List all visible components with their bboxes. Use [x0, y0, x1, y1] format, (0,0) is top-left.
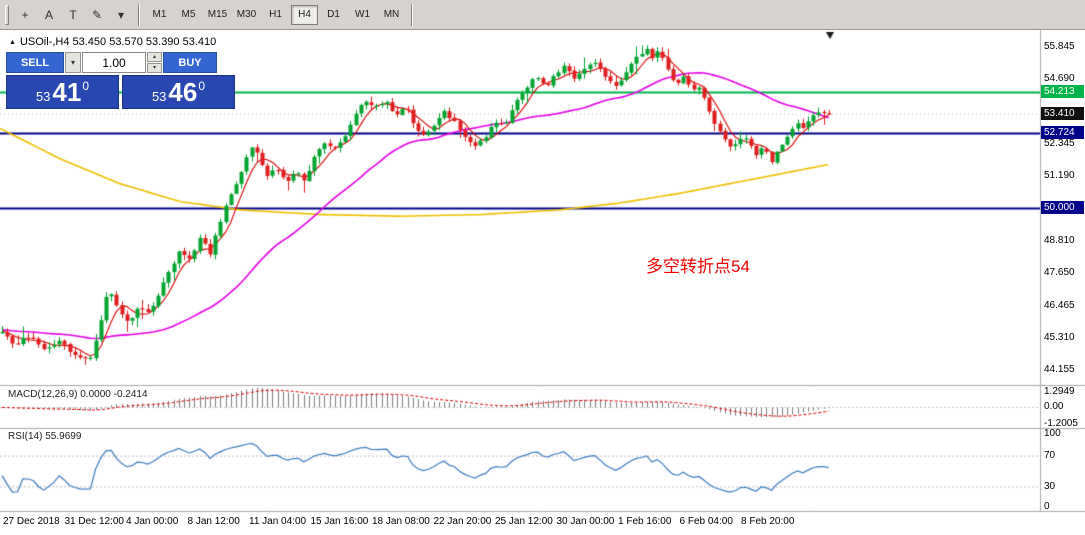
symbol-marker-icon: ▲ — [9, 38, 16, 46]
price-tick-label: 45.310 — [1044, 332, 1075, 344]
timeframe-m15-button[interactable]: M15 — [207, 9, 228, 20]
time-label: 30 Jan 00:00 — [556, 516, 615, 527]
time-label: 31 Dec 12:00 — [64, 516, 125, 527]
timeframe-m1-button[interactable]: M1 — [152, 9, 167, 20]
toolbar-grip[interactable] — [5, 4, 9, 25]
time-label: 4 Jan 00:00 — [126, 516, 179, 527]
sell-price-point: 0 — [82, 79, 90, 93]
macd-label: MACD(12,26,9) 0.0000 -0.2414 — [8, 389, 148, 400]
text-tool-button[interactable]: A — [44, 7, 53, 22]
toolbar-tools: + A T ✎ ▾ — [13, 4, 133, 26]
rsi-axis-70: 70 — [1044, 450, 1056, 461]
macd-axis-zero: 0.00 — [1044, 401, 1064, 412]
symbol-ohlc-text: USOil-,H4 53.450 53.570 53.390 53.410 — [19, 36, 217, 48]
buy-price-display: 53 46 0 — [122, 75, 235, 109]
time-label: 8 Jan 12:00 — [187, 516, 240, 527]
time-label: 18 Jan 08:00 — [372, 516, 430, 527]
timeframe-h1-button[interactable]: H1 — [269, 9, 282, 20]
crosshair-icon[interactable]: + — [21, 7, 29, 22]
timeframe-d1-button[interactable]: D1 — [327, 9, 340, 20]
sell-button[interactable]: SELL — [6, 52, 64, 73]
volume-decrease-button[interactable]: ▾ — [147, 63, 162, 73]
buy-button[interactable]: BUY — [163, 52, 217, 73]
timeframe-h4-button[interactable]: H4 — [291, 4, 318, 25]
symbol-ohlc-line: ▲ USOil-,H4 53.450 53.570 53.390 53.410 — [9, 36, 216, 48]
volume-dropdown-button[interactable]: ▾ — [65, 52, 81, 73]
draw-dropdown-icon[interactable]: ▾ — [117, 7, 125, 22]
price-tick-label: 54.690 — [1044, 72, 1075, 84]
volume-stepper: ▴ ▾ — [147, 52, 162, 73]
price-badge-54.213: 54.213 — [1041, 85, 1084, 99]
volume-input[interactable] — [82, 52, 146, 73]
time-label: 25 Jan 12:00 — [495, 516, 553, 527]
timeframe-mn-button[interactable]: MN — [383, 9, 400, 20]
rsi-axis-100: 100 — [1044, 428, 1061, 439]
buy-price-integer: 53 — [151, 88, 167, 104]
buy-price-point: 0 — [198, 79, 206, 93]
rsi-label: RSI(14) 55.9699 — [8, 431, 82, 442]
price-tick-label: 51.190 — [1044, 169, 1075, 181]
time-label: 1 Feb 16:00 — [618, 516, 672, 527]
price-badge-53.410: 53.410 — [1041, 107, 1084, 121]
rsi-axis-30: 30 — [1044, 481, 1056, 492]
trade-panel-controls: SELL ▾ ▴ ▾ BUY — [6, 52, 238, 73]
label-tool-button[interactable]: T — [69, 7, 77, 22]
timeframe-m30-button[interactable]: M30 — [236, 9, 257, 20]
one-click-trade-panel: SELL ▾ ▴ ▾ BUY 53 41 0 53 46 0 — [6, 52, 238, 109]
buy-price-pips: 46 — [168, 77, 198, 107]
time-label: 6 Feb 04:00 — [679, 516, 733, 527]
time-label: 22 Jan 20:00 — [433, 516, 492, 527]
chart-annotation-text: 多空转折点54 — [646, 257, 750, 276]
toolbar-separator — [138, 3, 140, 26]
sell-price-pips: 41 — [52, 77, 82, 107]
price-tick-label: 48.810 — [1044, 235, 1075, 247]
trade-panel-prices: 53 41 0 53 46 0 — [6, 75, 238, 109]
macd-axis-max: 1.2949 — [1044, 386, 1075, 397]
time-label: 8 Feb 20:00 — [741, 516, 795, 527]
price-badge-52.724: 52.724 — [1041, 126, 1084, 140]
timeframe-w1-button[interactable]: W1 — [355, 9, 370, 20]
toolbar-timeframes: M1 M5 M15 M30 H1 H4 D1 W1 MN — [145, 4, 406, 25]
price-badge-50.000: 50.000 — [1041, 201, 1084, 215]
toolbar-separator-2 — [411, 3, 413, 26]
draw-tool-icon[interactable]: ✎ — [91, 7, 103, 22]
time-label: 27 Dec 2018 — [3, 516, 60, 527]
price-tick-label: 55.845 — [1044, 41, 1075, 52]
price-tick-label: 47.650 — [1044, 267, 1075, 279]
rsi-axis-0: 0 — [1044, 501, 1050, 512]
price-tick-label: 52.345 — [1044, 137, 1075, 149]
sell-price-integer: 53 — [35, 88, 51, 104]
sell-price-display: 53 41 0 — [6, 75, 119, 109]
toolbar: + A T ✎ ▾ M1 M5 M15 M30 H1 H4 D1 W1 MN — [0, 0, 1085, 30]
time-label: 15 Jan 16:00 — [310, 516, 369, 527]
volume-increase-button[interactable]: ▴ — [147, 52, 162, 62]
price-tick-label: 46.465 — [1044, 300, 1075, 312]
timeframe-m5-button[interactable]: M5 — [181, 9, 196, 20]
price-tick-label: 44.155 — [1044, 363, 1075, 375]
time-label: 11 Jan 04:00 — [249, 516, 307, 527]
macd-axis-min: -1.2005 — [1044, 418, 1078, 429]
